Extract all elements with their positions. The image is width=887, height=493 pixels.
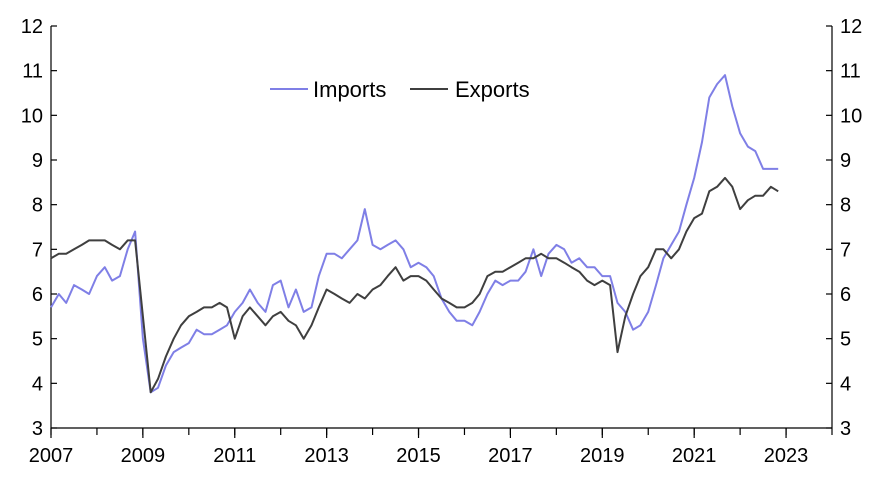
axes: 3 3 4 4 5 5 6 6 7 7 8 8 9 9 10 10 11 11 12 12 2007 2009 2011 20… (21, 16, 863, 467)
y-tick-label-right: 7 (840, 239, 851, 261)
y-tick-label-left: 4 (32, 373, 43, 395)
x-tick-label: 2011 (213, 445, 256, 467)
y-tick-label-right: 11 (840, 61, 861, 83)
y-tick-label-left: 3 (32, 418, 43, 440)
series-lines (50, 74, 779, 394)
y-tick-label-right: 9 (840, 150, 851, 172)
y-tick-label-left: 9 (32, 150, 43, 172)
x-tick-label: 2013 (304, 445, 349, 467)
y-tick-label-left: 7 (32, 239, 43, 261)
x-tick-label: 2021 (672, 445, 717, 467)
legend-label-imports: Imports (313, 77, 386, 102)
y-tick-label-right: 12 (840, 16, 862, 38)
y-tick-label-left: 8 (32, 195, 43, 217)
y-tick-label-left: 10 (21, 105, 43, 127)
y-tick-label-right: 8 (840, 195, 851, 217)
legend: Imports Exports (270, 77, 530, 102)
y-tick-label-right: 4 (840, 373, 851, 395)
y-tick-label-left: 5 (32, 329, 43, 351)
y-tick-label-right: 10 (840, 105, 862, 127)
x-tick-label: 2009 (121, 445, 166, 467)
x-tick-label: 2019 (580, 445, 625, 467)
series-line-imports (50, 74, 779, 394)
legend-label-exports: Exports (455, 77, 530, 102)
y-tick-label-left: 12 (21, 16, 43, 38)
y-tick-label-left: 11 (22, 61, 43, 83)
x-tick-label: 2007 (29, 445, 74, 467)
series-line-exports (50, 176, 779, 394)
y-tick-label-right: 6 (840, 284, 851, 306)
x-tick-label: 2017 (488, 445, 533, 467)
y-tick-label-left: 6 (32, 284, 43, 306)
y-tick-label-right: 5 (840, 329, 851, 351)
y-tick-label-right: 3 (840, 418, 851, 440)
x-tick-label: 2023 (764, 445, 809, 467)
x-tick-label: 2015 (396, 445, 441, 467)
